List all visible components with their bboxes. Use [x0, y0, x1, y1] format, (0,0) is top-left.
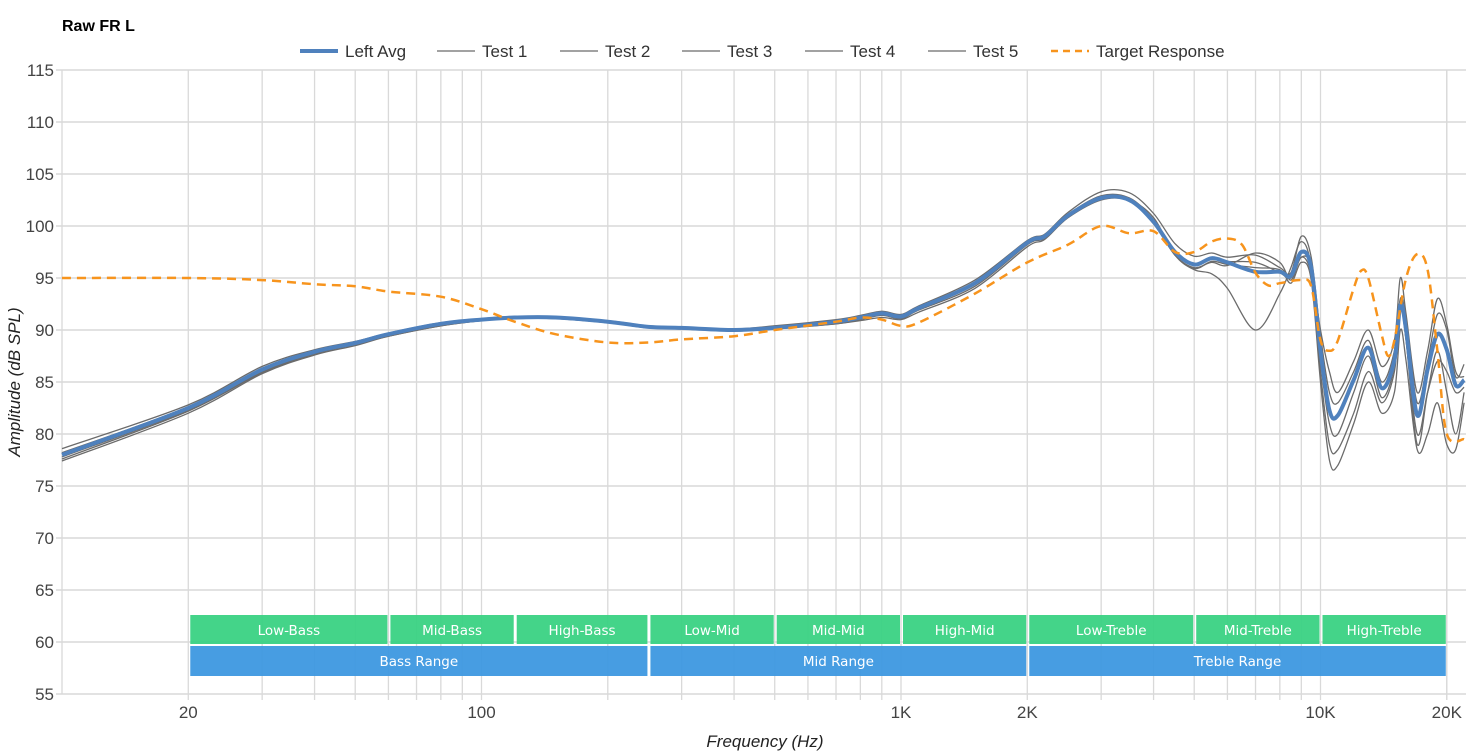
band-label: Mid-Treble	[1224, 623, 1292, 639]
band-mid-bass	[390, 615, 514, 644]
band-high-bass	[516, 615, 648, 644]
series-lines	[61, 188, 1466, 471]
x-tick-label: 100	[467, 703, 495, 722]
range-label: Bass Range	[380, 654, 459, 670]
band-label: High-Mid	[935, 623, 995, 639]
legend-label: Test 5	[973, 42, 1018, 61]
series-test-2	[61, 188, 1465, 450]
y-tick-label: 100	[26, 217, 54, 236]
range-treble-range	[1029, 646, 1446, 676]
x-tick-label: 20K	[1432, 703, 1463, 722]
band-mid-mid	[776, 615, 900, 644]
series-target-response	[61, 224, 1465, 444]
y-tick-label: 90	[35, 321, 54, 340]
y-tick-label: 110	[27, 113, 54, 132]
y-tick-label: 115	[27, 61, 54, 80]
legend-item-test-2[interactable]: Test 2	[560, 42, 650, 61]
series-test-5	[61, 197, 1465, 471]
y-tick-label: 95	[35, 269, 54, 288]
legend-label: Test 1	[482, 42, 527, 61]
legend-label: Test 4	[850, 42, 895, 61]
band-high-treble	[1322, 615, 1446, 644]
band-low-bass	[190, 615, 388, 644]
series-test-4	[61, 193, 1465, 454]
y-tick-label: 85	[35, 373, 54, 392]
band-label: Low-Treble	[1076, 623, 1147, 639]
y-tick-label: 60	[35, 633, 54, 652]
band-label: High-Bass	[549, 623, 616, 639]
x-tick-label: 1K	[891, 703, 912, 722]
legend-item-test-3[interactable]: Test 3	[682, 42, 772, 61]
band-low-mid	[650, 615, 774, 644]
y-tick-label: 75	[35, 477, 54, 496]
y-axis-title: Amplitude (dB SPL)	[5, 307, 24, 457]
axis-ticks: 55 60 65 70 75 80 85 90 95 100 105 110 115 20 100 1K 2K 1…	[26, 61, 1463, 722]
chart-title: Raw FR L	[62, 18, 135, 35]
range-label: Treble Range	[1193, 654, 1282, 670]
x-tick-label: 20	[179, 703, 198, 722]
legend: Left Avg Test 1 Test 2 Test 3 Test 4 Test 5 Ta…	[300, 42, 1225, 61]
legend-label: Left Avg	[345, 42, 406, 61]
series-test-3	[61, 194, 1465, 458]
band-label: Low-Mid	[684, 623, 739, 639]
legend-item-test-5[interactable]: Test 5	[928, 42, 1018, 61]
y-tick-label: 70	[35, 529, 54, 548]
legend-label: Test 2	[605, 42, 650, 61]
band-high-mid	[903, 615, 1027, 644]
band-mid-treble	[1196, 615, 1320, 644]
series-left-avg	[61, 194, 1466, 457]
legend-item-left-avg[interactable]: Left Avg	[300, 42, 406, 61]
x-axis-title: Frequency (Hz)	[706, 732, 823, 751]
frequency-bands: Low-Bass Mid-Bass High-Bass Low-Mid Mid-Mid H…	[190, 615, 1446, 676]
legend-label: Target Response	[1096, 42, 1225, 61]
y-tick-label: 105	[26, 165, 54, 184]
legend-item-test-1[interactable]: Test 1	[437, 42, 527, 61]
band-label: Mid-Mid	[812, 623, 865, 639]
y-tick-label: 55	[35, 685, 54, 704]
range-mid-range	[650, 646, 1027, 676]
band-label: Mid-Bass	[422, 623, 482, 639]
band-low-treble	[1029, 615, 1194, 644]
y-tick-label: 80	[35, 425, 54, 444]
x-tick-label: 10K	[1305, 703, 1336, 722]
range-label: Mid Range	[803, 654, 874, 670]
grid	[56, 69, 1466, 700]
legend-label: Test 3	[727, 42, 772, 61]
y-tick-label: 65	[35, 581, 54, 600]
legend-item-test-4[interactable]: Test 4	[805, 42, 895, 61]
x-tick-label: 2K	[1017, 703, 1038, 722]
band-label: Low-Bass	[258, 623, 321, 639]
band-label: High-Treble	[1347, 623, 1422, 639]
legend-item-target-response[interactable]: Target Response	[1051, 42, 1225, 61]
range-bass-range	[190, 646, 648, 676]
